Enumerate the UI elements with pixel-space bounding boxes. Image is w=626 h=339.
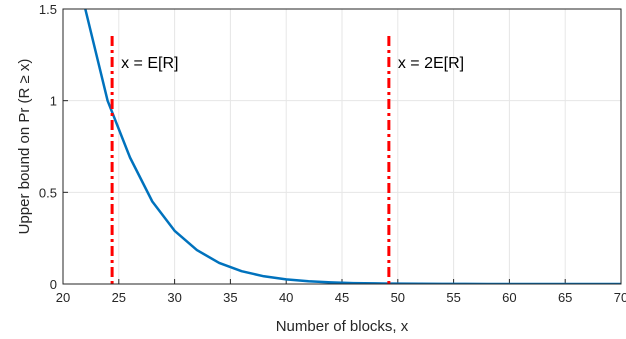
x-tick-label: 30 <box>167 290 181 305</box>
tick-labels: 20 25 30 35 40 45 50 55 60 65 70 0 0.5 1 1.5 <box>39 2 626 305</box>
y-tick-label: 0 <box>50 277 57 292</box>
y-tick-label: 0.5 <box>39 185 57 200</box>
y-tick-label: 1 <box>50 94 57 109</box>
y-axis-label: Upper bound on Pr (R ≥ x) <box>16 59 33 235</box>
reference-line-label: x = E[R] <box>121 55 178 72</box>
plot-frame <box>62 8 622 285</box>
grid <box>62 8 622 285</box>
x-tick-label: 45 <box>335 290 349 305</box>
x-tick-label: 60 <box>502 290 516 305</box>
x-tick-label: 70 <box>614 290 626 305</box>
x-tick-label: 25 <box>112 290 126 305</box>
y-tick-label: 1.5 <box>39 2 57 17</box>
x-tick-label: 20 <box>56 290 70 305</box>
reference-lines: x = E[R] x = 2E[R] <box>110 36 464 284</box>
x-tick-label: 55 <box>446 290 460 305</box>
x-tick-label: 40 <box>279 290 293 305</box>
series-layer <box>84 9 621 284</box>
x-axis-label: Number of blocks, x <box>276 318 409 335</box>
x-tick-label: 50 <box>391 290 405 305</box>
series-line <box>84 9 621 284</box>
reference-line-label: x = 2E[R] <box>398 55 464 72</box>
x-tick-label: 65 <box>558 290 572 305</box>
x-tick-label: 35 <box>223 290 237 305</box>
